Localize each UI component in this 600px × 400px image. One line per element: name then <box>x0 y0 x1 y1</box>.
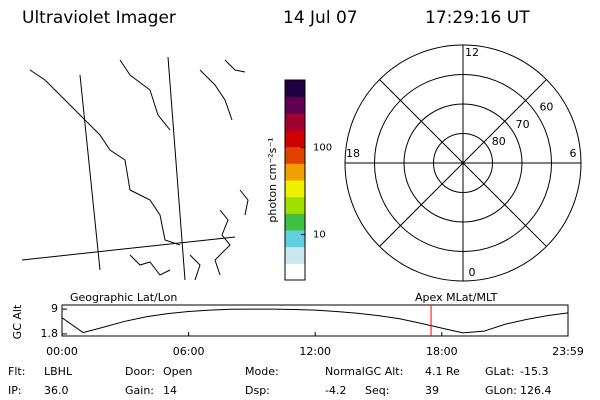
colorbar-band <box>285 146 305 164</box>
right-label: Apex MLat/MLT <box>415 291 498 304</box>
lat-label: 80 <box>492 135 506 148</box>
field-label: GLon: <box>485 384 517 397</box>
x-tick-label: 18:00 <box>426 345 458 358</box>
colorbar-frame <box>284 79 306 281</box>
field-value: 14 <box>163 384 177 397</box>
field-label: Flt: <box>8 365 25 378</box>
mlt-label: 6 <box>570 147 577 160</box>
x-tick-label: 00:00 <box>46 345 78 358</box>
colorbar-tick-label: 100 <box>313 143 332 154</box>
colorbar-band <box>285 130 305 148</box>
field-value: Open <box>163 365 192 378</box>
colorbar-tick-label: 10 <box>313 230 326 241</box>
colorbar-band <box>285 263 305 281</box>
date: 14 Jul 07 <box>283 8 358 28</box>
field-value: -4.2 <box>325 384 346 397</box>
y-tick-label: 1.8 <box>41 327 59 340</box>
field-label: IP: <box>8 384 22 397</box>
colorbar-band <box>285 196 305 214</box>
field-label: Seq: <box>365 384 389 397</box>
y-axis-label: GC Alt <box>11 304 24 339</box>
field-value: 126.4 <box>520 384 552 397</box>
colorbar-band <box>285 80 305 98</box>
colorbar-label: photon cm⁻²s⁻¹ <box>266 137 279 222</box>
altitude-line <box>61 308 569 334</box>
x-tick-label: 06:00 <box>173 345 205 358</box>
colorbar-band <box>285 113 305 131</box>
left-label: Geographic Lat/Lon <box>70 291 177 304</box>
lat-label: 70 <box>516 118 530 131</box>
colorbar-band <box>285 230 305 248</box>
field-value: LBHL <box>44 365 73 378</box>
altitude-plot-frame <box>61 304 569 337</box>
x-tick-label: 12:00 <box>299 345 331 358</box>
mlt-label: 12 <box>465 46 479 59</box>
mlt-label: 18 <box>346 147 360 160</box>
lat-label: 60 <box>539 100 553 113</box>
field-label: Dsp: <box>245 384 270 397</box>
field-label: GLat: <box>485 365 514 378</box>
field-label: GC Alt: <box>365 365 403 378</box>
field-value: 4.1 Re <box>425 365 460 378</box>
time: 17:29:16 UT <box>425 8 530 28</box>
colorbar-band <box>285 213 305 231</box>
lat-ring <box>433 133 493 193</box>
title: Ultraviolet Imager <box>22 8 176 28</box>
field-value: Normal <box>325 365 365 378</box>
spoke <box>379 79 547 247</box>
lat-ring <box>403 103 523 223</box>
y-tick-label: 9 <box>51 302 58 315</box>
x-tick-label: 23:59 <box>552 345 584 358</box>
map <box>21 56 249 281</box>
colorbar-band <box>285 246 305 264</box>
mlt-label: 0 <box>469 266 476 279</box>
colorbar-band <box>285 96 305 114</box>
field-value: 36.0 <box>44 384 69 397</box>
field-label: Mode: <box>245 365 279 378</box>
field-value: -15.3 <box>520 365 548 378</box>
field-value: 39 <box>425 384 439 397</box>
field-label: Gain: <box>125 384 154 397</box>
colorbar: 10 100 <box>284 79 332 281</box>
field-label: Door: <box>125 365 155 378</box>
colorbar-band <box>285 163 305 181</box>
lat-ring <box>374 74 552 252</box>
colorbar-band <box>285 180 305 198</box>
